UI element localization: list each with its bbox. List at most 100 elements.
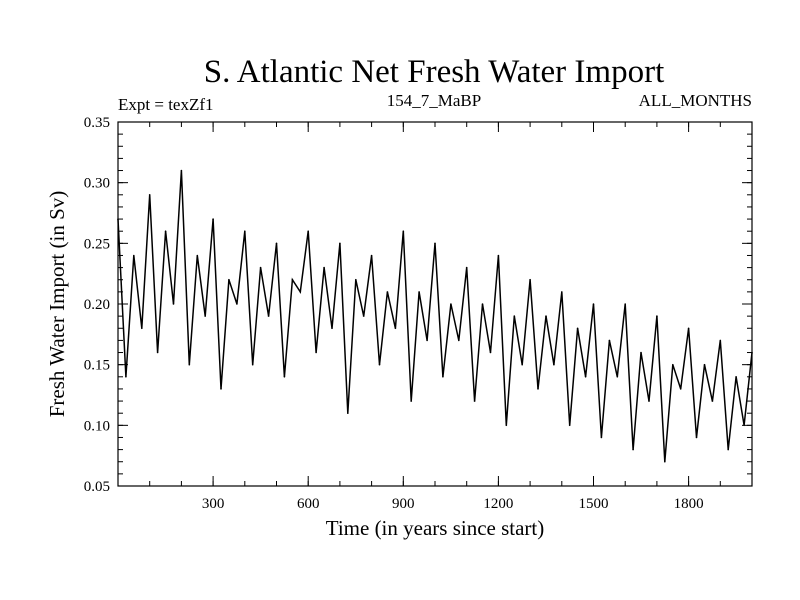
data-point: [220, 388, 222, 390]
data-point: [608, 339, 611, 342]
data-point: [370, 254, 373, 257]
y-tick-label: 0.30: [84, 176, 110, 192]
data-point: [283, 376, 286, 378]
data-point: [600, 436, 603, 439]
experiment-label: Expt = texZf1: [118, 95, 214, 114]
data-point: [172, 303, 175, 305]
data-point: [545, 315, 547, 317]
data-point: [244, 230, 246, 232]
y-tick-label: 0.25: [84, 236, 110, 252]
data-point: [204, 315, 206, 317]
x-tick-label: 300: [202, 496, 225, 512]
plot-frame: [117, 121, 753, 487]
y-tick-label: 0.15: [84, 358, 110, 374]
data-point: [291, 278, 294, 281]
data-point: [394, 327, 397, 330]
data-point: [521, 363, 523, 366]
data-point: [640, 351, 642, 354]
data-point: [719, 339, 722, 342]
data-point: [592, 303, 595, 305]
data-point: [386, 291, 389, 293]
data-point: [307, 230, 310, 232]
data-point: [632, 448, 634, 451]
data-point: [553, 363, 555, 366]
data-point: [323, 266, 325, 269]
data-point: [267, 315, 270, 317]
data-point: [489, 351, 492, 354]
y-tick-label: 0.10: [84, 418, 110, 434]
x-axis-label: Time (in years since start): [326, 516, 545, 540]
x-tick-label: 1200: [483, 496, 513, 512]
data-point: [727, 448, 729, 451]
data-point: [410, 400, 413, 402]
data-point: [426, 339, 428, 342]
x-tick-label: 900: [392, 496, 415, 512]
axis-ticks: [118, 121, 752, 487]
data-point: [465, 266, 468, 269]
data-point: [648, 400, 650, 402]
series-group: [117, 169, 753, 463]
data-point: [331, 327, 333, 330]
data-point: [125, 376, 127, 378]
data-point: [561, 291, 563, 293]
data-point: [339, 242, 341, 245]
x-tick-label: 600: [297, 496, 320, 512]
data-point: [156, 351, 159, 354]
data-point: [687, 327, 690, 330]
data-point: [251, 363, 254, 366]
data-point: [236, 303, 238, 305]
data-point: [473, 400, 476, 402]
data-point: [442, 376, 444, 378]
data-point: [751, 351, 753, 354]
tick-labels: 300 600 900 1200 1500 1800 0.05 0.10 0.15 0.20 0.2…: [84, 115, 704, 512]
data-point: [497, 254, 500, 257]
months-label: ALL_MONTHS: [639, 91, 752, 110]
chart-title: S. Atlantic Net Fresh Water Import: [204, 54, 665, 90]
y-tick-label: 0.35: [84, 115, 110, 131]
data-point: [259, 266, 262, 269]
data-point: [188, 363, 191, 366]
data-point: [656, 315, 658, 317]
data-point: [196, 254, 199, 257]
data-point: [180, 169, 183, 172]
data-point: [537, 388, 539, 390]
data-point: [695, 436, 698, 439]
data-point: [418, 291, 420, 293]
data-point: [402, 230, 405, 232]
data-point: [624, 303, 626, 305]
data-point: [616, 376, 619, 378]
data-point: [362, 315, 365, 317]
data-point: [735, 376, 737, 378]
data-point: [576, 327, 579, 330]
data-point: [458, 339, 460, 342]
x-tick-label: 1800: [674, 496, 704, 512]
y-tick-label: 0.05: [84, 479, 110, 495]
data-point: [141, 327, 143, 330]
data-point: [299, 291, 302, 293]
period-label: 154_7_MaBP: [387, 91, 481, 110]
data-point: [355, 278, 357, 281]
data-point: [672, 363, 674, 366]
data-point: [450, 303, 452, 305]
data-point: [568, 424, 571, 427]
data-point: [378, 363, 381, 366]
data-point: [664, 460, 666, 463]
data-point: [315, 351, 317, 354]
data-point: [164, 230, 167, 232]
data-point: [148, 194, 151, 196]
data-point: [505, 424, 508, 427]
data-point: [529, 278, 531, 281]
data-point: [584, 376, 587, 378]
y-tick-label: 0.20: [84, 297, 110, 313]
data-point: [513, 315, 516, 317]
data-point: [347, 412, 349, 415]
data-point: [212, 218, 214, 220]
data-point: [228, 278, 230, 281]
data-point: [117, 218, 119, 220]
data-point: [133, 254, 135, 257]
data-point: [434, 242, 436, 245]
data-point: [703, 363, 706, 366]
data-point: [711, 400, 714, 402]
y-axis-label: Fresh Water Import (in Sv): [45, 191, 69, 418]
